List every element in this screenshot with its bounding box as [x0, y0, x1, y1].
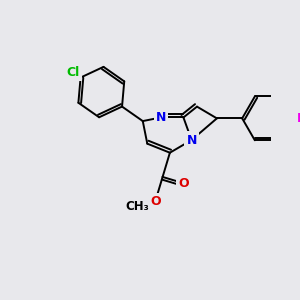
Text: N: N [156, 111, 166, 124]
Text: F: F [297, 112, 300, 125]
Text: CH₃: CH₃ [125, 200, 149, 213]
Text: Cl: Cl [67, 66, 80, 79]
Text: O: O [178, 177, 188, 190]
Text: O: O [150, 195, 161, 208]
Text: N: N [186, 134, 197, 147]
